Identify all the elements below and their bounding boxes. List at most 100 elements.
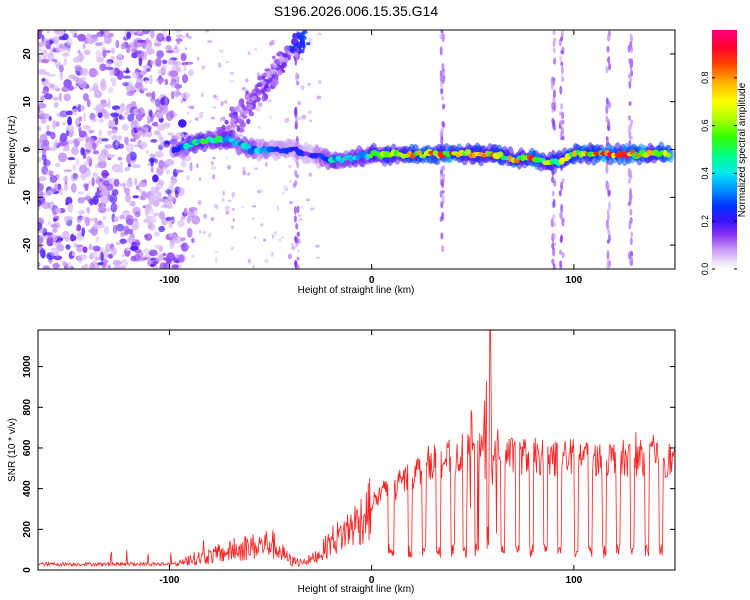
noise-blob <box>55 162 61 168</box>
streak-blob <box>260 89 264 94</box>
spike-blob <box>552 30 556 35</box>
noise-blob <box>117 53 123 59</box>
noise-blob <box>77 197 85 204</box>
noise-blob <box>185 245 191 249</box>
noise-blob <box>111 128 118 134</box>
noise-blob <box>230 246 234 251</box>
noise-blob <box>58 47 64 52</box>
noise-blob <box>188 36 192 40</box>
noise-blob <box>131 218 139 222</box>
noise-blob <box>145 68 151 72</box>
noise-blob <box>260 223 264 227</box>
spectrogram-x-tick-label: 100 <box>566 275 583 286</box>
noise-blob <box>63 169 72 173</box>
ridge-point <box>365 153 370 160</box>
noise-blob <box>162 122 171 127</box>
noise-blob <box>83 49 91 56</box>
noise-blob <box>83 160 90 166</box>
noise-blob <box>186 227 193 238</box>
noise-blob <box>198 230 202 234</box>
noise-blob <box>63 57 67 66</box>
spike-blob <box>627 177 631 184</box>
noise-blob <box>238 133 243 137</box>
spike-blob <box>560 75 564 83</box>
streak-blob <box>246 103 251 109</box>
streak-blob <box>295 25 302 30</box>
noise-blob <box>280 236 285 239</box>
noise-blob <box>126 178 133 188</box>
spike-blob <box>551 242 555 250</box>
noise-blob <box>278 238 282 242</box>
noise-blob <box>38 156 42 164</box>
snr-frame <box>37 329 676 571</box>
noise-blob <box>178 187 185 197</box>
noise-blob <box>221 198 225 203</box>
spike-blob <box>607 189 611 197</box>
noise-blob <box>181 91 191 100</box>
noise-blob <box>306 198 311 201</box>
noise-blob <box>124 187 130 196</box>
spectrogram-marks <box>38 25 675 269</box>
noise-blob <box>90 225 99 236</box>
spike-blob <box>440 87 444 95</box>
noise-blob <box>119 183 126 187</box>
noise-blob <box>155 111 164 119</box>
noise-blob <box>180 160 187 168</box>
noise-blob <box>116 70 124 81</box>
snr-x-axis-label: Height of straight line (km) <box>298 584 415 595</box>
noise-blob <box>167 132 174 136</box>
streak-blob <box>238 118 245 126</box>
snr-y-tick-label: 400 <box>22 480 33 497</box>
spike-blob <box>552 119 556 128</box>
noise-blob <box>133 40 138 49</box>
noise-blob <box>96 56 104 63</box>
noise-blob <box>230 225 234 230</box>
noise-blob <box>104 66 114 71</box>
noise-blob <box>136 39 146 43</box>
noise-blob <box>62 121 66 126</box>
noise-blob <box>107 120 116 127</box>
colorbar-tick-label: 0.0 <box>700 263 710 276</box>
noise-blob <box>138 181 147 188</box>
noise-blob <box>210 166 216 170</box>
spike-blob <box>606 124 610 131</box>
noise-blob <box>109 193 118 204</box>
spike-blob <box>561 126 564 135</box>
noise-blob <box>169 70 178 77</box>
noise-blob <box>309 119 312 123</box>
noise-blob <box>169 241 175 249</box>
noise-blob <box>107 87 114 94</box>
noise-blob <box>70 183 77 193</box>
noise-blob <box>92 142 97 151</box>
noise-blob <box>122 75 131 79</box>
spike-blob <box>606 182 610 192</box>
noise-blob <box>65 124 75 132</box>
noise-blob <box>90 34 98 40</box>
noise-blob <box>182 35 186 39</box>
noise-blob <box>38 247 41 251</box>
noise-blob <box>119 161 123 171</box>
noise-blob <box>240 205 245 208</box>
noise-blob <box>115 242 122 246</box>
noise-blob <box>159 262 168 269</box>
noise-blob <box>145 43 152 53</box>
noise-blob <box>52 217 58 222</box>
noise-blob <box>160 204 168 208</box>
noise-blob <box>101 262 107 269</box>
noise-blob <box>186 175 191 181</box>
spike-blob <box>296 161 300 169</box>
noise-blob <box>92 245 101 252</box>
spike-blob <box>560 103 564 110</box>
noise-blob <box>253 167 258 170</box>
noise-blob <box>135 185 140 190</box>
noise-blob <box>134 177 138 186</box>
noise-blob <box>145 203 152 211</box>
noise-blob <box>229 80 235 83</box>
noise-blob <box>38 149 42 154</box>
noise-blob <box>146 257 152 267</box>
noise-blob <box>141 190 147 201</box>
snr-y-tick-label: 0 <box>22 567 33 573</box>
noise-blob <box>282 191 285 195</box>
noise-blob <box>251 217 255 221</box>
noise-blob <box>102 216 107 220</box>
